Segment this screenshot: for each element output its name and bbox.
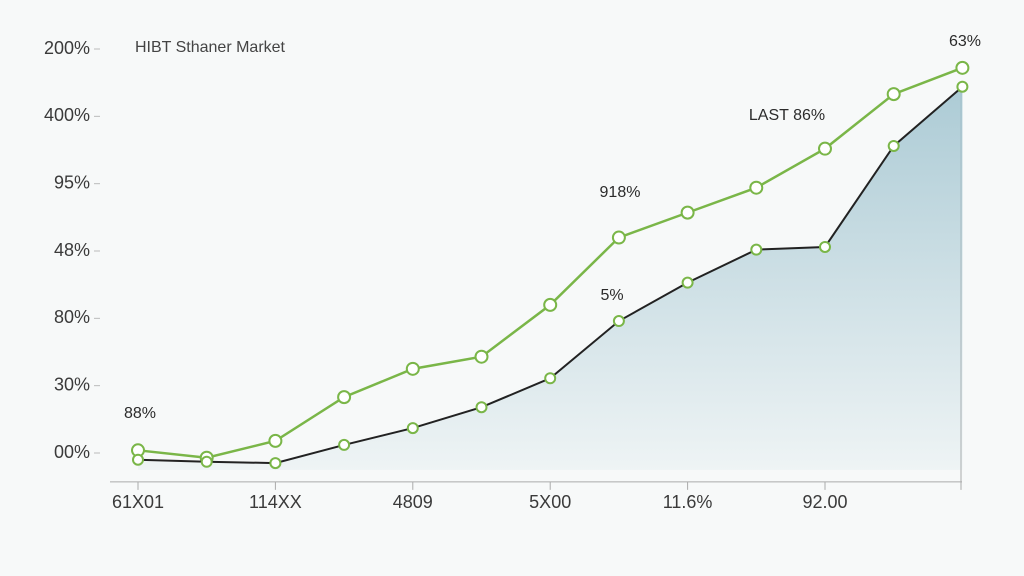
y-tick-label: 48% <box>54 240 90 260</box>
y-tick-label: 200% <box>44 38 90 58</box>
x-tick-label: 114XX <box>249 492 302 512</box>
annotation: 88% <box>124 405 156 422</box>
point-marker <box>406 422 419 435</box>
point-marker <box>268 433 283 448</box>
y-tick-label: 30% <box>54 374 90 394</box>
x-tick-label: 5X00 <box>529 492 571 512</box>
point-marker <box>956 80 969 93</box>
point-marker <box>955 60 970 75</box>
point-marker <box>887 139 900 152</box>
x-tick-label: 11.6% <box>663 492 713 512</box>
annotation: LAST 86% <box>749 107 825 124</box>
point-marker <box>681 276 694 289</box>
y-tick-label: 400% <box>44 105 90 125</box>
annotation: 918% <box>600 184 641 201</box>
annotation: 5% <box>600 287 623 304</box>
point-marker <box>475 401 488 414</box>
x-tick-label: 4809 <box>393 492 433 512</box>
point-marker <box>269 457 282 470</box>
point-marker <box>132 453 144 466</box>
point-marker <box>612 315 625 328</box>
chart-title: HIBT Sthaner Market <box>135 39 286 56</box>
point-marker <box>886 87 901 102</box>
point-marker <box>200 455 213 468</box>
x-tick-label: 61X01 <box>112 492 164 512</box>
point-marker <box>543 297 558 312</box>
point-marker <box>819 240 831 253</box>
point-marker <box>338 438 351 451</box>
point-marker <box>750 243 763 256</box>
point-marker <box>474 349 489 364</box>
point-marker <box>405 361 420 376</box>
point-marker <box>818 141 832 156</box>
x-tick-label: 92.00 <box>802 492 847 512</box>
y-tick-label: 95% <box>54 172 90 192</box>
annotation: 63% <box>949 33 981 50</box>
point-marker <box>337 390 352 405</box>
point-marker <box>611 230 626 245</box>
point-marker <box>749 180 764 195</box>
area <box>138 86 963 470</box>
point-marker <box>544 372 557 385</box>
y-tick-label: 00% <box>54 442 90 462</box>
y-tick-label: 80% <box>54 307 90 327</box>
point-marker <box>680 205 695 220</box>
